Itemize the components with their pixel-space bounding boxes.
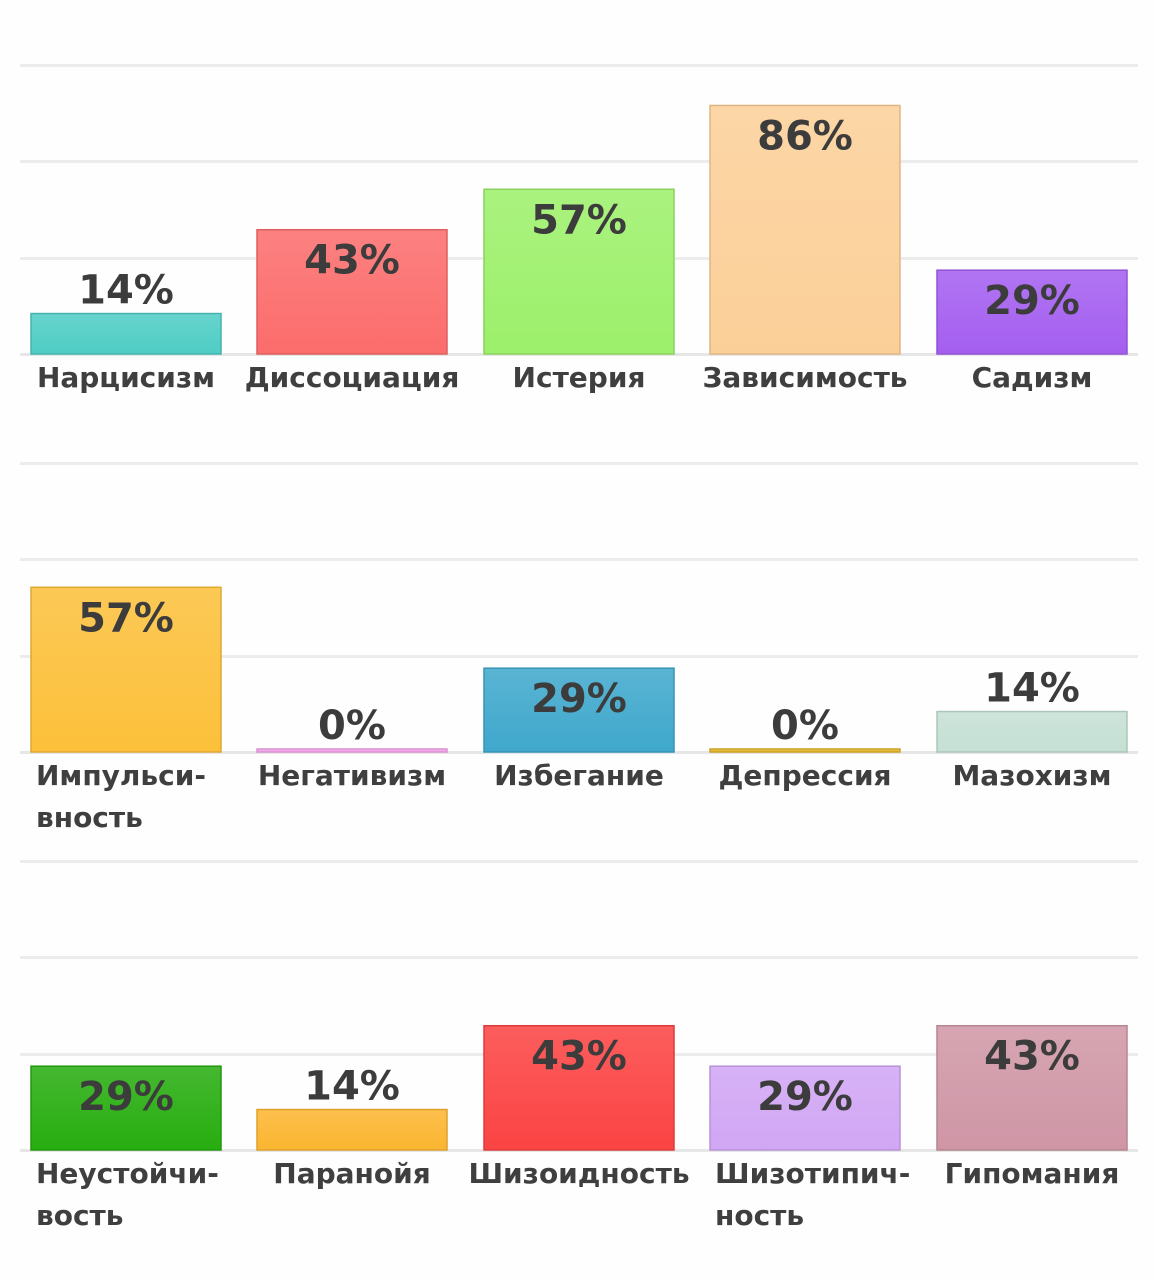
bar: [709, 104, 901, 355]
category-label: Шизотипич-: [715, 1157, 910, 1190]
category-label: Шизоидность: [468, 1157, 689, 1190]
category-label: Импульси-: [36, 759, 206, 792]
bar: [256, 748, 448, 753]
category-label: Гипомания: [945, 1157, 1120, 1190]
data-label: 0%: [771, 703, 839, 749]
data-label: 14%: [78, 268, 174, 314]
data-label: 29%: [984, 278, 1080, 324]
category-label: Нарцисизм: [37, 361, 215, 394]
category-label: Депрессия: [718, 759, 891, 792]
category-label: вность: [36, 801, 143, 834]
data-label: 29%: [531, 676, 627, 722]
data-label: 57%: [78, 595, 174, 641]
bar: [483, 667, 675, 753]
data-label: 43%: [531, 1034, 627, 1080]
category-label: Избегание: [494, 759, 664, 792]
data-label: 14%: [304, 1064, 400, 1110]
category-label: Зависимость: [703, 361, 908, 394]
category-label: Садизм: [972, 361, 1093, 394]
data-label: 0%: [318, 703, 386, 749]
data-label: 29%: [78, 1074, 174, 1120]
bar: [30, 1065, 222, 1151]
category-label: Паранойя: [273, 1157, 430, 1190]
bar: [936, 269, 1128, 355]
bar: [256, 1108, 448, 1151]
data-label: 14%: [984, 666, 1080, 712]
bar: [936, 1024, 1128, 1151]
bar: [936, 710, 1128, 753]
category-label: ность: [715, 1199, 804, 1232]
bar: [30, 312, 222, 355]
bar: [709, 748, 901, 753]
bar: [483, 1024, 675, 1151]
data-label: 29%: [757, 1074, 853, 1120]
bar: [709, 1065, 901, 1151]
bar: [30, 586, 222, 753]
category-label: вость: [36, 1199, 124, 1232]
category-label: Диссоциация: [245, 361, 460, 394]
data-label: 86%: [757, 113, 853, 159]
bar: [483, 188, 675, 355]
data-label: 43%: [984, 1034, 1080, 1080]
category-label: Истерия: [513, 361, 646, 394]
category-label: Негативизм: [258, 759, 446, 792]
data-label: 57%: [531, 197, 627, 243]
bar: [256, 228, 448, 355]
category-label: Мазохизм: [952, 759, 1111, 792]
data-label: 43%: [304, 238, 400, 284]
category-label: Неустойчи-: [36, 1157, 219, 1190]
